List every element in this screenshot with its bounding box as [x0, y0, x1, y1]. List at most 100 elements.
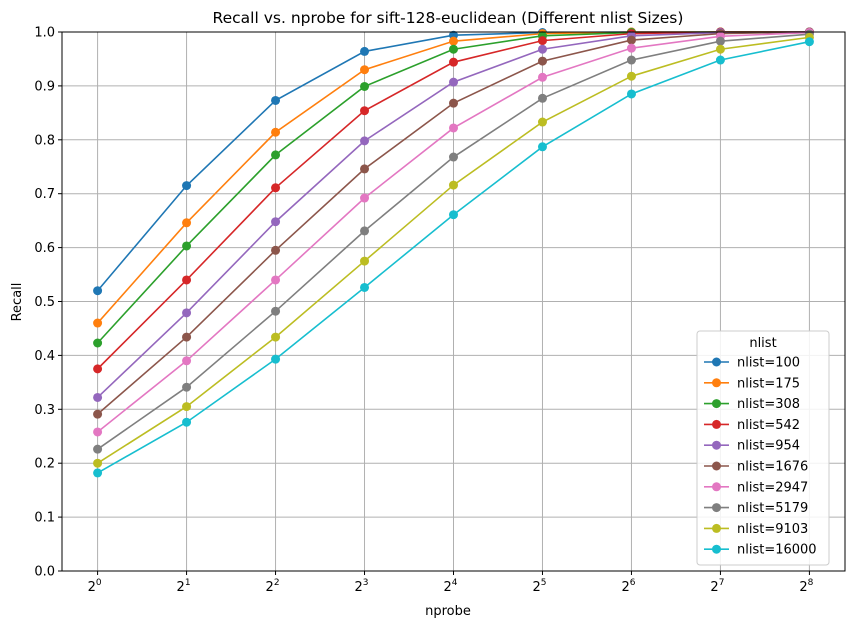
data-point [449, 123, 458, 133]
data-point [271, 183, 281, 193]
data-point [182, 332, 192, 342]
data-point [715, 44, 725, 54]
legend-item: nlist=2947 [704, 480, 808, 495]
data-point [449, 180, 458, 190]
data-point [537, 44, 547, 54]
data-point [449, 98, 458, 108]
data-point [93, 427, 103, 437]
data-point [93, 458, 103, 468]
x-tick-exponent: 5 [541, 578, 547, 588]
x-tick-label: 28 [799, 578, 813, 595]
legend-label: nlist=5179 [737, 501, 808, 516]
legend-marker [712, 419, 721, 429]
data-point [360, 136, 370, 146]
data-point [182, 218, 192, 228]
data-point [537, 72, 547, 82]
data-point [804, 37, 814, 47]
y-tick-label: 0.4 [34, 349, 55, 364]
legend: nlist nlist=100 nlist=175 nlist=308 nlist=54… [696, 330, 830, 566]
y-tick-label: 0.5 [34, 295, 55, 310]
data-point [271, 150, 281, 160]
legend-title: nlist [749, 336, 776, 351]
x-tick-exponent: 3 [363, 578, 369, 588]
data-point [537, 117, 547, 127]
data-point [271, 332, 281, 342]
legend-marker [712, 378, 721, 388]
y-tick-label: 0.3 [34, 403, 55, 418]
y-axis-label: Recall [10, 283, 25, 322]
data-point [360, 81, 370, 91]
x-tick-label: 23 [355, 578, 369, 595]
x-tick-exponent: 0 [96, 578, 102, 588]
data-point [182, 356, 192, 366]
data-point [360, 256, 370, 266]
legend-item: nlist=9103 [704, 522, 808, 537]
y-tick-label: 0.1 [34, 511, 55, 526]
data-point [537, 93, 547, 103]
series-group [93, 27, 814, 478]
data-point [182, 275, 192, 285]
data-point [182, 417, 192, 427]
data-point [93, 318, 103, 328]
data-point [449, 36, 458, 46]
x-tick-exponent: 7 [719, 578, 725, 588]
data-point [360, 106, 370, 116]
series-9 [93, 37, 814, 478]
legend-label: nlist=1676 [737, 460, 808, 475]
y-tick-label: 0.2 [34, 457, 55, 472]
legend-item: nlist=16000 [704, 543, 817, 558]
data-point [271, 306, 281, 316]
axes: 0.00.10.20.30.40.50.60.70.80.91.020 21 22 2… [34, 26, 813, 596]
y-tick-label: 0.0 [34, 565, 55, 580]
data-point [271, 95, 281, 105]
legend-item: nlist=100 [704, 356, 800, 371]
data-point [271, 245, 281, 255]
legend-label: nlist=175 [737, 376, 800, 391]
data-point [626, 43, 636, 53]
legend-marker [712, 523, 721, 533]
x-tick-base: 2 [177, 580, 185, 595]
legend-label: nlist=542 [737, 418, 800, 433]
data-point [360, 226, 370, 236]
legend-box [696, 330, 830, 566]
data-point [449, 77, 458, 87]
x-tick-label: 26 [621, 578, 635, 595]
legend-label: nlist=100 [737, 356, 800, 371]
x-tick-base: 2 [443, 580, 451, 595]
x-tick-base: 2 [621, 580, 629, 595]
legend-label: nlist=2947 [737, 480, 808, 495]
data-point [537, 36, 547, 46]
data-point [93, 364, 103, 374]
y-tick-label: 0.7 [34, 187, 55, 202]
data-point [626, 35, 636, 45]
legend-label: nlist=954 [737, 439, 800, 454]
legend-label: nlist=16000 [737, 543, 817, 558]
x-tick-base: 2 [532, 580, 540, 595]
y-tick-label: 0.6 [34, 241, 55, 256]
data-point [449, 152, 458, 162]
data-point [360, 282, 370, 292]
series-5 [93, 27, 814, 419]
x-tick-exponent: 8 [808, 578, 814, 588]
data-point [715, 55, 725, 65]
x-tick-label: 27 [710, 578, 724, 595]
data-point [182, 382, 192, 392]
data-point [360, 46, 370, 56]
x-tick-exponent: 2 [274, 578, 280, 588]
legend-item: nlist=5179 [704, 501, 808, 516]
legend-item: nlist=308 [704, 397, 800, 412]
data-point [449, 210, 458, 220]
data-point [271, 354, 281, 364]
series-8 [93, 32, 814, 468]
x-tick-label: 21 [177, 578, 191, 595]
series-7 [93, 29, 814, 454]
data-point [537, 142, 547, 152]
legend-marker [712, 544, 721, 554]
x-tick-label: 20 [88, 578, 102, 595]
data-point [271, 217, 281, 227]
x-axis-label: nprobe [425, 604, 471, 619]
data-point [271, 275, 281, 285]
data-point [93, 409, 103, 419]
x-tick-base: 2 [88, 580, 96, 595]
data-point [626, 55, 636, 65]
